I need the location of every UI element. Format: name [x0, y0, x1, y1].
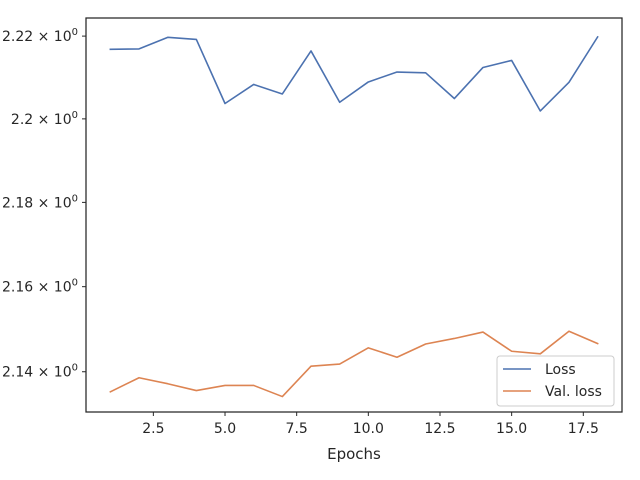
x-tick-label: 17.5 — [568, 421, 599, 437]
y-tick-label: 2.14 × 100 — [2, 363, 78, 381]
x-tick-label: 2.5 — [142, 421, 164, 437]
series-line-val-loss — [109, 330, 599, 398]
legend-label: Loss — [545, 362, 576, 378]
y-tick-label: 2.22 × 100 — [2, 27, 78, 45]
x-tick-label: 5.0 — [214, 421, 236, 437]
x-tick-label: 10.0 — [353, 421, 384, 437]
axes-frame — [85, 17, 623, 413]
x-axis-ticks: 2.5 5.0 7.5 10.0 12.5 15.0 17.5 — [142, 412, 599, 437]
legend: Loss Val. loss — [496, 355, 615, 407]
series-line-loss — [109, 35, 599, 112]
legend-label: Val. loss — [545, 384, 602, 400]
x-tick-label: 15.0 — [496, 421, 527, 437]
y-tick-label: 2.16 × 100 — [2, 278, 78, 296]
axes-border — [85, 17, 623, 413]
series-layer — [109, 35, 599, 398]
plot-background — [86, 18, 622, 412]
y-tick-label: 2.18 × 100 — [2, 193, 78, 211]
x-tick-label: 7.5 — [286, 421, 308, 437]
x-tick-label: 12.5 — [424, 421, 455, 437]
x-axis-label: Epochs — [327, 445, 381, 463]
plot-area — [86, 18, 622, 412]
y-axis-ticks: 2.14 × 100 2.16 × 100 2.18 × 100 2.2 × 100 2… — [2, 27, 86, 381]
y-tick-label: 2.2 × 100 — [11, 110, 78, 128]
